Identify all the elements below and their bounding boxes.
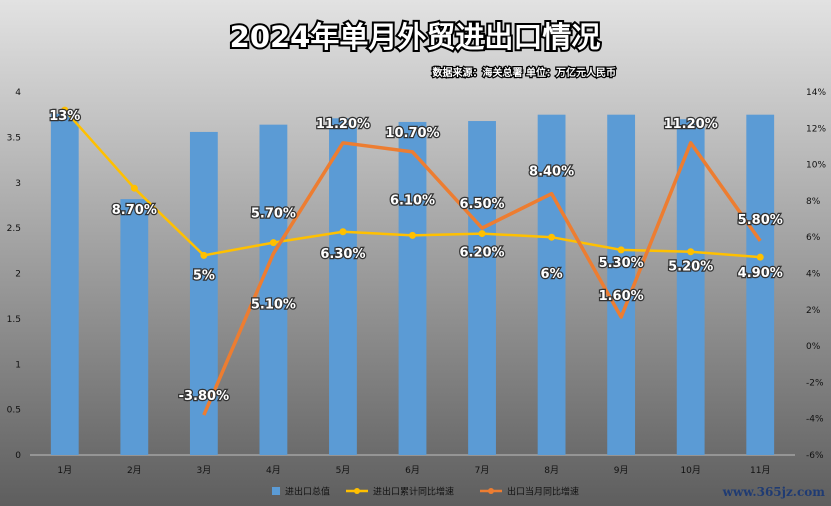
y-right-tick-label: 10% [806, 161, 826, 171]
bar [329, 118, 357, 455]
monthly-export-growth-line [202, 141, 762, 416]
bar [189, 131, 218, 455]
line-point [478, 230, 486, 238]
bar [537, 114, 566, 455]
legend-swatch-marker [354, 488, 360, 494]
export-growth-label: 6.50% [459, 197, 504, 212]
y-right-tick-label: -6% [806, 451, 824, 461]
x-tick-label: 9月 [614, 465, 629, 476]
y-left-tick-label: 2.5 [7, 224, 21, 234]
export-growth-label: -3.80% [179, 389, 230, 404]
cumulative-growth-label: 6.10% [390, 193, 435, 208]
line-point [548, 233, 556, 241]
y-left-tick-label: 0 [15, 451, 21, 461]
chart-title: 2024年单月外贸进出口情况 [230, 20, 601, 54]
line-point [61, 106, 69, 114]
cumulative-growth-label: 6.30% [320, 247, 365, 262]
bar [676, 119, 705, 455]
bar [398, 121, 427, 455]
cumulative-growth-label: 8.70% [112, 203, 157, 218]
x-tick-label: 1月 [57, 465, 72, 476]
y-left-tick-label: 3 [15, 179, 21, 189]
line-point [756, 253, 764, 261]
export-growth-label: 5.10% [251, 298, 296, 313]
cumulative-growth-label: 5.20% [668, 260, 713, 275]
cumulative-growth-label: 5.70% [251, 207, 296, 222]
legend-label: 进出口累计同比增速 [373, 486, 454, 498]
y-right-tick-label: 0% [806, 342, 821, 352]
line-series [61, 106, 764, 416]
line-point [269, 239, 277, 247]
cumulative-growth-label: 5.30% [599, 256, 644, 271]
data-labels: 13% 8.70% 5% 5.70% 6.30% 6.10% 6.20% 6% 5.30% 5.2… [48, 108, 784, 405]
y-right-tick-label: 2% [806, 306, 821, 316]
y-right-tick-label: 14% [806, 88, 826, 98]
y-right-tick-label: -2% [806, 378, 824, 388]
y-left-tick-label: 1.5 [7, 315, 21, 325]
line-point [130, 184, 138, 192]
x-tick-label: 7月 [475, 465, 490, 476]
line-point [617, 246, 625, 254]
export-growth-label: 8.40% [529, 165, 574, 180]
x-tick-label: 4月 [266, 465, 281, 476]
bar-series [50, 113, 775, 456]
bar [259, 124, 288, 456]
bar [746, 114, 775, 455]
export-growth-label: 11.20% [316, 117, 370, 132]
y-right-tick-label: 4% [806, 270, 821, 280]
x-tick-label: 8月 [544, 465, 559, 476]
line-point [409, 231, 416, 239]
y-left-tick-label: 2 [15, 270, 21, 280]
export-growth-label: 1.60% [599, 289, 644, 304]
export-growth-label: 11.20% [664, 117, 718, 132]
export-growth-label: 5.80% [738, 213, 783, 228]
legend: 进出口总值 进出口累计同比增速 出口当月同比增速 [272, 486, 579, 498]
bar [50, 113, 79, 455]
y-right-tick-label: 8% [806, 197, 821, 207]
x-tick-label: 3月 [196, 465, 211, 476]
axes: 0 0.5 1 1.5 2 2.5 3 3.5 4 -6% -4% -2% 0% 2% 4% 6% 8% 10% 1… [7, 88, 827, 476]
x-tick-label: 2月 [127, 465, 142, 476]
bar [468, 121, 496, 455]
cumulative-growth-label: 5% [193, 268, 215, 283]
watermark: www.365jz.com [722, 485, 826, 499]
line-point [687, 248, 695, 256]
cumulative-growth-label: 6.20% [459, 246, 504, 261]
legend-swatch-marker [488, 488, 494, 494]
y-right-tick-label: -4% [806, 415, 824, 425]
legend-label: 出口当月同比增速 [507, 486, 579, 498]
export-growth-label: 10.70% [385, 126, 439, 141]
y-right-tick-label: 6% [806, 233, 821, 243]
bar [607, 114, 636, 455]
x-tick-label: 10月 [680, 465, 700, 476]
cumulative-growth-label: 6% [541, 267, 563, 282]
x-tick-label: 6月 [405, 465, 420, 476]
legend-swatch-bar [272, 487, 280, 495]
y-right-tick-label: 12% [806, 124, 826, 134]
y-left-tick-label: 4 [15, 88, 21, 98]
bar [120, 199, 149, 455]
line-point [339, 228, 347, 236]
y-left-tick-label: 3.5 [7, 133, 21, 143]
y-left-tick-label: 0.5 [7, 406, 21, 416]
legend-label: 进出口总值 [285, 486, 330, 498]
x-tick-label: 5月 [336, 465, 351, 476]
chart-subtitle: 数据来源：海关总署 单位：万亿元人民币 [433, 66, 616, 79]
cumulative-growth-label: 4.90% [738, 266, 783, 281]
x-tick-label: 11月 [750, 465, 770, 476]
cumulative-growth-label: 13% [49, 109, 80, 124]
line-point [200, 251, 208, 259]
y-left-tick-label: 1 [15, 360, 21, 370]
